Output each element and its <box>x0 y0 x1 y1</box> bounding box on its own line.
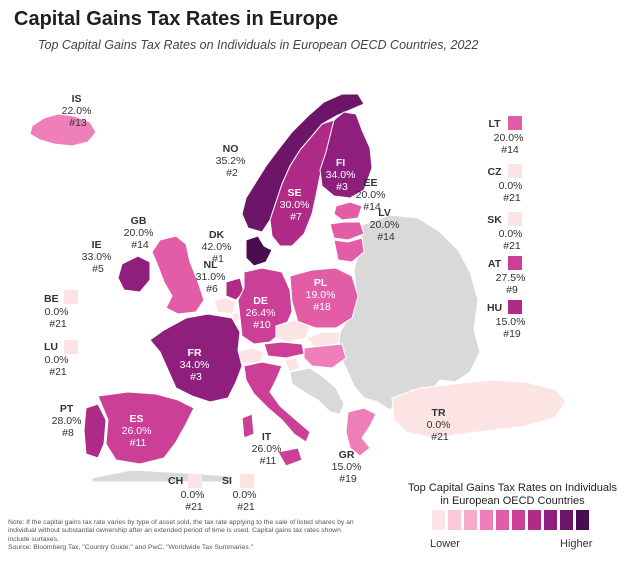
label-it: IT 26.0% #11 <box>252 431 285 467</box>
callout-box-at <box>508 256 522 270</box>
label-lv: LV 20.0% #14 <box>370 207 403 243</box>
country-shape-lv <box>329 221 365 241</box>
country-shape-ee <box>333 201 363 221</box>
country-shape-tr <box>391 379 567 439</box>
map-subtitle: Top Capital Gains Tax Rates on Individua… <box>38 38 479 52</box>
callout-box-lu <box>64 340 78 354</box>
label-se: SE 30.0% #7 <box>280 187 313 223</box>
country-shape-lt <box>333 237 365 263</box>
label-at: AT 27.5% #9 <box>488 258 528 296</box>
country-shape-fr <box>149 313 243 403</box>
legend-swatch <box>512 510 525 530</box>
label-dk: DK 42.0% #1 <box>202 229 235 265</box>
legend-swatch <box>560 510 573 530</box>
label-fr: FR 34.0% #3 <box>180 347 213 383</box>
country-shape-pl <box>289 267 359 329</box>
country-shape-at <box>263 341 305 359</box>
country-shape-fi <box>319 111 373 199</box>
legend-swatch <box>432 510 445 530</box>
label-de: DE 26.4% #10 <box>246 295 279 331</box>
country-shape-es <box>97 391 195 465</box>
footnote-note: Note: If the capital gains tax rate vari… <box>8 519 354 543</box>
callout-box-cz <box>508 164 522 178</box>
label-is: IS 22.0% #13 <box>62 93 95 129</box>
label-lt: LT 20.0% #14 <box>489 118 527 156</box>
callout-box-be <box>64 290 78 304</box>
country-shapes <box>29 93 567 483</box>
legend-swatch <box>464 510 477 530</box>
label-si: SI 0.0% #21 <box>222 475 259 513</box>
label-ee: EE 20.0% #14 <box>356 177 389 213</box>
legend-high-label: Higher <box>560 538 593 550</box>
callout-box-lt <box>508 116 522 130</box>
callout-box-sk <box>508 212 522 226</box>
label-be: BE 0.0% #21 <box>44 293 71 330</box>
label-sk: SK 0.0% #21 <box>487 214 525 252</box>
legend-swatch <box>528 510 541 530</box>
country-shape-si <box>283 357 301 373</box>
label-hu: HU 15.0% #19 <box>487 302 528 340</box>
legend-swatch <box>576 510 589 530</box>
country-shape-it <box>243 361 311 443</box>
label-pl: PL 19.0% #18 <box>306 277 339 313</box>
callout-box-si <box>240 474 254 488</box>
label-tr: TR 0.0% #21 <box>427 407 454 443</box>
label-no: NO 35.2% #2 <box>216 143 249 179</box>
country-shape-balkans <box>289 367 345 415</box>
label-cz: CZ 0.0% #21 <box>488 166 526 204</box>
legend-swatch <box>496 510 509 530</box>
label-gr: GR 15.0% #19 <box>332 449 365 485</box>
map-title: Capital Gains Tax Rates in Europe <box>14 8 339 30</box>
country-shape-it-sicily <box>277 447 303 467</box>
label-lu: LU 0.0% #21 <box>44 341 71 378</box>
legend-low-label: Lower <box>430 538 460 550</box>
label-nl: NL 31.0% #6 <box>196 259 229 295</box>
country-labels: IS 22.0% #13 NO 35.2% #2 FI 34.0% #3 SE … <box>44 93 528 513</box>
callout-box-hu <box>508 300 522 314</box>
country-shape-sk <box>305 331 341 349</box>
country-shape-pt <box>83 403 107 459</box>
label-ie: IE 33.0% #5 <box>82 239 115 275</box>
label-fi: FI 34.0% #3 <box>326 157 359 193</box>
callout-box-ch <box>188 474 202 488</box>
country-shape-be <box>213 297 237 315</box>
label-es: ES 26.0% #11 <box>122 413 155 449</box>
footnote-source: Source: Bloomberg Tax, "Country Guide;" … <box>8 544 254 552</box>
callout-boxes <box>64 116 522 488</box>
legend-swatch <box>448 510 461 530</box>
country-shape-gr <box>345 407 377 457</box>
country-shape-it-sardinia <box>241 413 255 439</box>
legend-swatches <box>432 510 589 530</box>
label-gb: GB 20.0% #14 <box>124 215 157 251</box>
country-shape-is <box>29 113 97 147</box>
country-shape-hu <box>303 343 347 369</box>
country-shape-north-africa <box>91 469 231 483</box>
footnote: Note: If the capital gains tax rate vari… <box>8 519 358 553</box>
legend-swatch <box>544 510 557 530</box>
legend-swatch <box>480 510 493 530</box>
country-shape-dk <box>245 235 273 267</box>
legend-title: Top Capital Gains Tax Rates on Individua… <box>408 482 617 507</box>
label-ch: CH 0.0% #21 <box>168 475 207 513</box>
country-shape-ie <box>117 255 151 293</box>
country-shape-gb <box>151 235 205 315</box>
label-pt: PT 28.0% #8 <box>52 403 85 439</box>
